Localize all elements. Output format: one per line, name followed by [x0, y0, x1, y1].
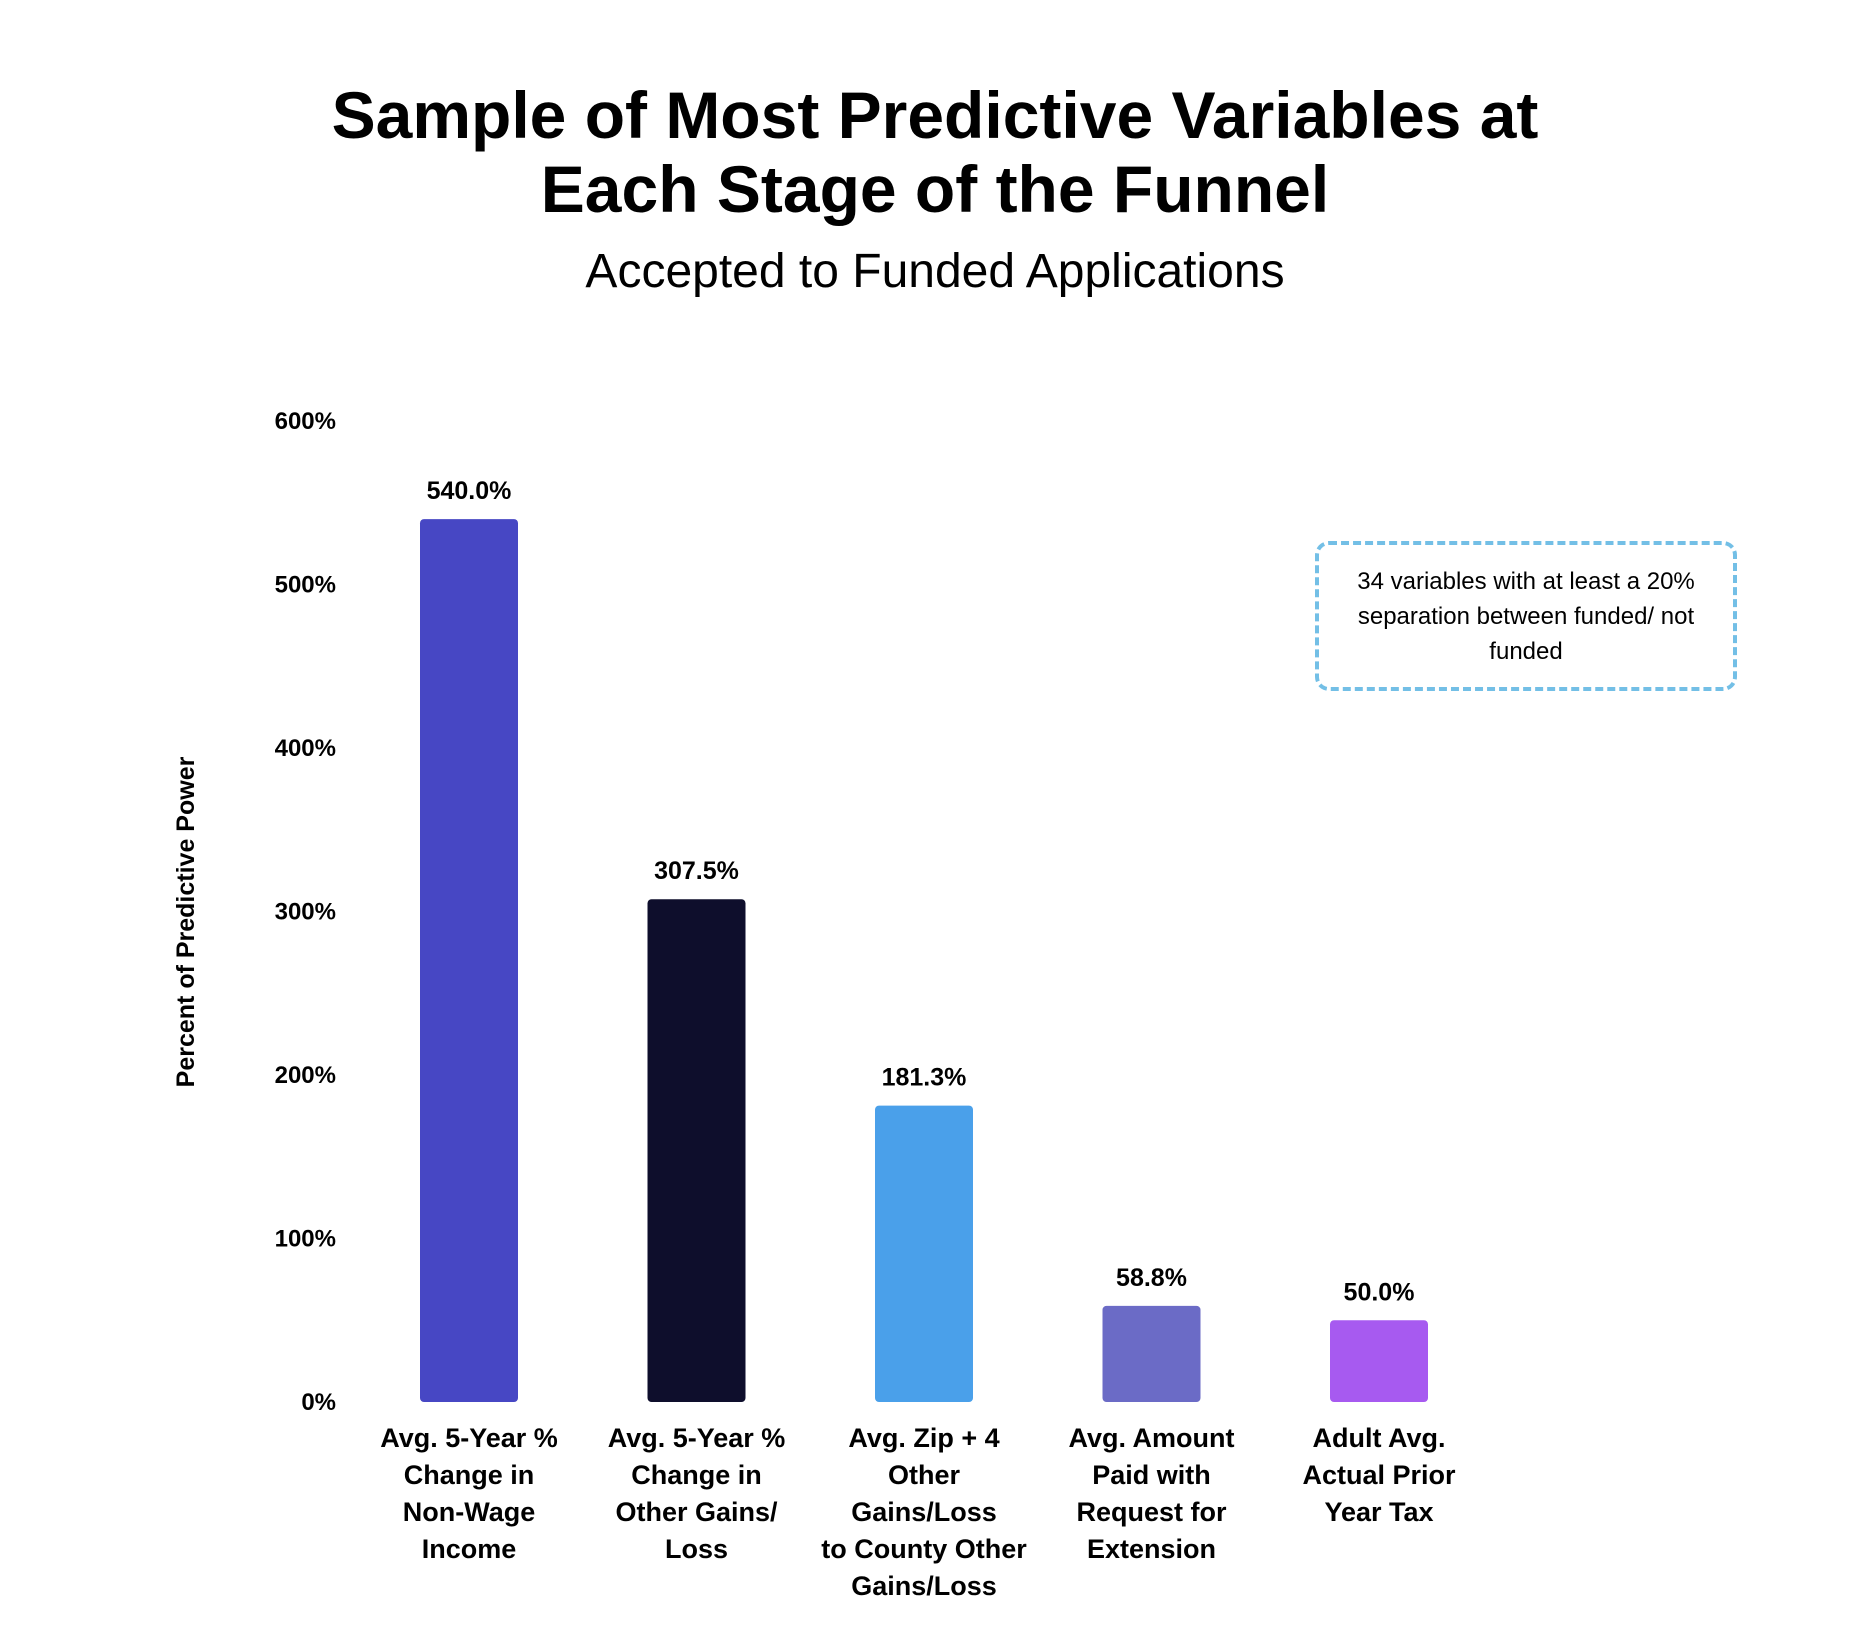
y-tick-label: 500%: [275, 572, 336, 599]
y-axis-label: Percent of Predictive Power: [172, 756, 200, 1087]
data-label: 50.0%: [1344, 1278, 1415, 1306]
data-label: 181.3%: [882, 1064, 967, 1092]
chart-subtitle: Accepted to Funded Applications: [585, 245, 1285, 298]
chart-title: Sample of Most Predictive Variables at E…: [0, 78, 1850, 226]
data-label: 540.0%: [427, 477, 512, 505]
x-tick-label: Avg. 5-Year % Change in Non-Wage Income: [380, 1423, 558, 1564]
y-tick-label: 400%: [275, 735, 336, 762]
bars: [420, 519, 1428, 1402]
x-tick-label: Adult Avg. Actual Prior Year Tax: [1302, 1423, 1456, 1527]
x-tick-label: Avg. Zip + 4 Other Gains/Loss to County …: [821, 1423, 1027, 1601]
annotation-text: 34 variables with at least a 20% separat…: [1357, 567, 1695, 665]
bar: [1102, 1305, 1201, 1402]
data-label: 307.5%: [654, 857, 739, 885]
y-tick-label: 300%: [275, 899, 336, 926]
annotation-box: 34 variables with at least a 20% separat…: [1315, 541, 1737, 691]
bar: [1330, 1320, 1428, 1402]
data-label: 58.8%: [1116, 1264, 1187, 1292]
y-tick-label: 600%: [275, 408, 336, 435]
chart-title-line-1: Sample of Most Predictive Variables at: [331, 78, 1539, 152]
chart-title-line-2: Each Stage of the Funnel: [540, 152, 1330, 226]
bar: [420, 519, 518, 1402]
y-tick-label: 100%: [275, 1226, 336, 1253]
data-labels: 540.0% 307.5% 181.3% 58.8% 50.0%: [427, 477, 1415, 1306]
bar: [875, 1105, 973, 1402]
y-tick-label: 0%: [301, 1389, 336, 1416]
x-tick-label: Avg. 5-Year % Change in Other Gains/ Los…: [607, 1423, 786, 1564]
y-tick-label: 200%: [275, 1062, 336, 1089]
bar: [647, 899, 746, 1402]
y-axis: 0% 100% 200% 300% 400% 500% 600%: [275, 408, 336, 1416]
x-tick-label: Avg. Amount Paid with Request for Extens…: [1068, 1423, 1235, 1564]
